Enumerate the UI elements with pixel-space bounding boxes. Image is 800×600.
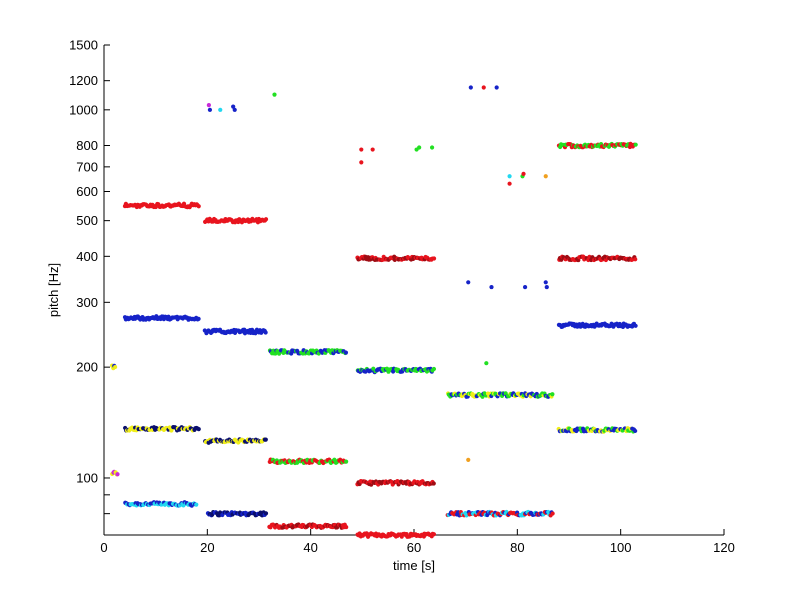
data-point bbox=[633, 257, 638, 262]
data-point bbox=[263, 330, 268, 335]
data-point bbox=[507, 181, 512, 186]
data-point bbox=[370, 147, 375, 152]
data-point bbox=[521, 171, 526, 176]
data-point bbox=[522, 284, 528, 290]
x-tick-label: 60 bbox=[407, 540, 421, 555]
data-point bbox=[466, 280, 471, 285]
data-point bbox=[543, 280, 548, 285]
data-point bbox=[494, 85, 499, 90]
data-point bbox=[633, 142, 638, 147]
data-point bbox=[468, 85, 473, 90]
data-point bbox=[633, 323, 638, 328]
data-point bbox=[507, 174, 512, 179]
data-point bbox=[359, 147, 364, 152]
data-point bbox=[196, 427, 201, 432]
data-point bbox=[550, 511, 555, 516]
data-point bbox=[343, 350, 349, 355]
data-point bbox=[206, 103, 211, 108]
data-point bbox=[633, 428, 638, 434]
data-point bbox=[196, 204, 201, 209]
y-tick-label: 100 bbox=[76, 470, 98, 485]
data-point bbox=[232, 107, 237, 112]
y-tick-label: 300 bbox=[76, 295, 98, 310]
y-tick-label: 1000 bbox=[69, 102, 98, 117]
data-point bbox=[263, 217, 269, 222]
data-point bbox=[484, 361, 489, 366]
x-tick-label: 40 bbox=[303, 540, 317, 555]
y-axis-label: pitch [Hz] bbox=[46, 263, 61, 317]
x-tick-label: 0 bbox=[100, 540, 107, 555]
y-tick-label: 600 bbox=[76, 184, 98, 199]
data-point bbox=[263, 511, 269, 516]
data-point bbox=[218, 107, 223, 112]
data-point bbox=[544, 284, 549, 290]
y-tick-label: 700 bbox=[76, 159, 98, 174]
y-tick-label: 1500 bbox=[69, 38, 98, 53]
x-tick-label: 120 bbox=[713, 540, 735, 555]
x-tick-label: 80 bbox=[510, 540, 524, 555]
data-point bbox=[543, 174, 548, 179]
data-point bbox=[489, 284, 494, 290]
data-point bbox=[550, 392, 555, 397]
data-point bbox=[359, 160, 364, 165]
x-axis-label: time [s] bbox=[393, 558, 435, 573]
data-point bbox=[344, 524, 349, 530]
data-point bbox=[481, 85, 486, 90]
x-tick-label: 20 bbox=[200, 540, 214, 555]
data-point bbox=[417, 145, 422, 150]
y-tick-label: 800 bbox=[76, 138, 98, 153]
data-point bbox=[466, 457, 471, 462]
data-points bbox=[110, 85, 638, 539]
data-point bbox=[231, 104, 236, 109]
data-point bbox=[344, 459, 349, 464]
data-point bbox=[429, 145, 435, 150]
data-point bbox=[196, 316, 201, 321]
data-point bbox=[431, 256, 437, 261]
y-tick-label: 200 bbox=[76, 360, 98, 375]
data-point bbox=[431, 481, 436, 486]
tick-group: 0 20 40 60 80 100 120 100 200 300 400 500 600 700 800 1… bbox=[69, 38, 735, 556]
y-tick-label: 500 bbox=[76, 213, 98, 228]
data-point bbox=[194, 502, 199, 507]
y-tick-label: 400 bbox=[76, 249, 98, 264]
x-tick-label: 100 bbox=[610, 540, 632, 555]
data-point bbox=[272, 92, 277, 97]
data-point bbox=[113, 364, 118, 370]
y-tick-label: 1200 bbox=[69, 73, 98, 88]
data-point bbox=[263, 437, 268, 442]
data-point bbox=[431, 532, 437, 537]
data-point bbox=[207, 107, 213, 112]
data-point bbox=[115, 472, 120, 477]
data-point bbox=[431, 366, 437, 372]
